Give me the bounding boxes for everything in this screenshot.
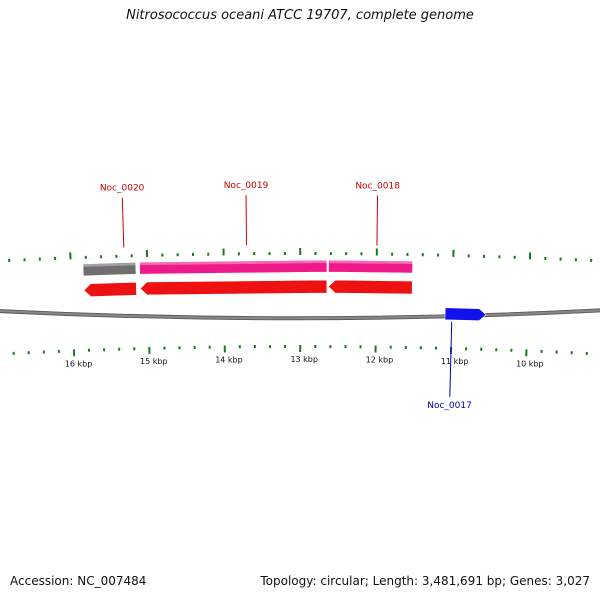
scale-labels: 10 kbp 11 kbp 12 kbp 13 kbp 14 kbp 15 kbp 16 k…	[65, 355, 544, 368]
scale-label: 11 kbp	[441, 357, 469, 366]
map-title: Nitrosococcus oceani ATCC 19707, complet…	[126, 8, 474, 23]
feature-3-block	[82, 261, 137, 277]
noc_0020-leader-line	[121, 197, 125, 248]
feature-3-highlight	[82, 262, 136, 267]
noc_0017-label: Noc_0017	[427, 401, 472, 411]
noc_0020-label: Noc_0020	[100, 184, 145, 194]
genome-backbone	[0, 308, 600, 321]
gene-labels: Noc_0017 Noc_0018 Noc_0019 Noc_0020	[100, 181, 472, 411]
noc_0018-cds-arrow	[327, 279, 413, 295]
noc_0019-cds-arrow	[139, 279, 328, 296]
cds-track	[83, 279, 487, 321]
outer-tick-ring	[8, 248, 593, 263]
noc_0020-cds-arrow	[83, 281, 137, 297]
scale-label: 14 kbp	[215, 355, 243, 364]
feature-1-highlight	[328, 260, 413, 265]
feature-2-highlight	[139, 260, 327, 266]
noc_0017-cds-arrow	[444, 307, 487, 321]
noc_0018-label: Noc_0018	[355, 181, 400, 191]
scale-label: 10 kbp	[516, 359, 544, 368]
noc_0018-leader-line	[376, 195, 379, 246]
scale-label: 13 kbp	[290, 355, 318, 364]
genome-summary: Topology: circular; Length: 3,481,691 bp…	[260, 574, 590, 588]
backbone-arc	[0, 309, 600, 320]
accession-info: Accession: NC_007484	[10, 574, 147, 588]
feature-1-block	[328, 259, 413, 274]
noc_0019-label: Noc_0019	[224, 181, 269, 191]
feature-track	[82, 259, 413, 277]
scale-label: 16 kbp	[65, 359, 93, 368]
noc_0017-leader-line	[449, 321, 453, 397]
scale-label: 12 kbp	[366, 355, 394, 364]
feature-2-block	[139, 259, 328, 275]
scale-label: 15 kbp	[140, 357, 168, 366]
